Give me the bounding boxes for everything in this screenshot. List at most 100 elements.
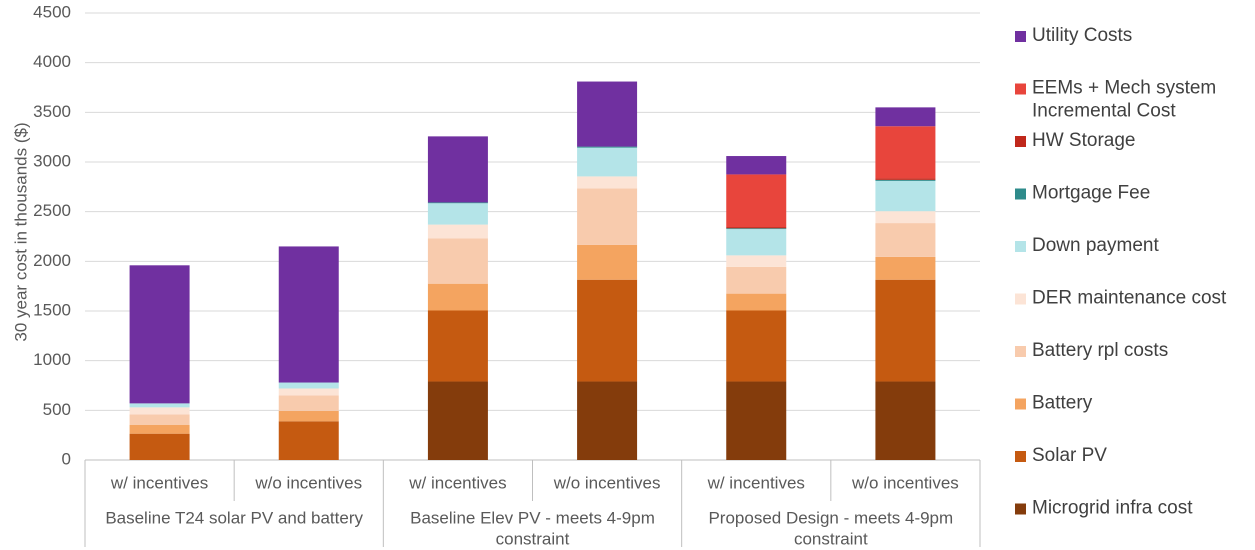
bar-segment bbox=[278, 388, 339, 396]
bar-segment bbox=[577, 381, 638, 460]
bar-segment bbox=[875, 180, 936, 212]
y-tick-label: 2000 bbox=[33, 251, 71, 270]
bar-segment bbox=[577, 176, 638, 189]
bar-segment bbox=[875, 107, 936, 127]
legend-label: Battery rpl costs bbox=[1032, 340, 1168, 361]
legend-swatch bbox=[1015, 188, 1026, 200]
bar-segment bbox=[726, 174, 787, 228]
y-tick-label: 4000 bbox=[33, 52, 71, 71]
bar-segment bbox=[278, 382, 339, 389]
legend-item: Down payment bbox=[1015, 235, 1159, 256]
x-category-label: w/o incentives bbox=[851, 473, 959, 492]
x-category-label: w/o incentives bbox=[254, 473, 362, 492]
legend-item: Solar PV bbox=[1015, 445, 1107, 466]
legend-item: Battery rpl costs bbox=[1015, 340, 1168, 361]
x-category-label: w/ incentives bbox=[707, 473, 805, 492]
legend-swatch bbox=[1015, 346, 1026, 357]
y-tick-label: 0 bbox=[62, 449, 71, 468]
legend-label: DER maintenance cost bbox=[1032, 288, 1227, 309]
legend-swatch bbox=[1015, 293, 1026, 305]
bars bbox=[129, 81, 936, 460]
legend: Utility Costs EEMs + Mech systemIncrement… bbox=[1015, 25, 1227, 519]
y-tick-label: 4500 bbox=[33, 2, 71, 21]
bar-segment bbox=[875, 279, 936, 382]
bar-segment bbox=[427, 136, 488, 203]
legend-label: Down payment bbox=[1032, 235, 1159, 256]
bar-segment bbox=[427, 202, 488, 204]
bar-segment bbox=[427, 224, 488, 239]
x-category-label: w/ incentives bbox=[110, 473, 208, 492]
bar-segment bbox=[875, 179, 936, 181]
legend-label: Microgrid infra cost bbox=[1032, 498, 1193, 519]
bar-segment bbox=[726, 266, 787, 294]
legend-swatch bbox=[1015, 31, 1026, 42]
bar-segment bbox=[577, 279, 638, 382]
bar-segment bbox=[726, 293, 787, 311]
bar-segment bbox=[875, 178, 936, 180]
x-group-label: constraint bbox=[496, 529, 570, 548]
bar-segment bbox=[427, 381, 488, 460]
bar-segment bbox=[726, 255, 787, 267]
bar-segment bbox=[577, 244, 638, 280]
bar-segment bbox=[129, 414, 190, 425]
bar-segment bbox=[875, 381, 936, 460]
legend-swatch bbox=[1015, 241, 1026, 252]
bar-segment bbox=[129, 403, 190, 408]
bar-segment bbox=[875, 256, 936, 280]
x-category-label: w/o incentives bbox=[553, 473, 661, 492]
bar-segment bbox=[875, 223, 936, 257]
legend-swatch bbox=[1015, 503, 1026, 515]
bar-segment bbox=[726, 310, 787, 382]
bar-segment bbox=[129, 407, 190, 415]
bar-segment bbox=[875, 211, 936, 224]
gridlines bbox=[85, 12, 980, 461]
bar-segment bbox=[278, 395, 339, 411]
legend-item: DER maintenance cost bbox=[1015, 288, 1227, 309]
bar-segment bbox=[726, 156, 787, 175]
bar-segment bbox=[278, 421, 339, 460]
bar-segment bbox=[726, 227, 787, 229]
y-tick-label: 1000 bbox=[33, 350, 71, 369]
bar-segment bbox=[129, 424, 190, 434]
bar-segment bbox=[427, 283, 488, 311]
y-axis-label: 30 year cost in thousands ($) bbox=[11, 122, 30, 341]
legend-item: Utility Costs bbox=[1015, 25, 1132, 46]
legend-label: Solar PV bbox=[1032, 445, 1107, 466]
legend-item: Battery bbox=[1015, 393, 1093, 414]
legend-label: Battery bbox=[1032, 393, 1093, 414]
x-group-label: Baseline T24 solar PV and battery bbox=[105, 508, 363, 527]
x-group-label: Baseline Elev PV - meets 4-9pm bbox=[410, 508, 655, 527]
legend-label: Utility Costs bbox=[1032, 25, 1132, 46]
bar-segment bbox=[129, 433, 190, 460]
bar-segment bbox=[427, 238, 488, 284]
legend-label: Incremental Cost bbox=[1032, 101, 1176, 122]
bar-segment bbox=[129, 265, 190, 404]
bar-segment bbox=[278, 246, 339, 383]
bar-segment bbox=[427, 310, 488, 382]
bar-segment bbox=[726, 381, 787, 460]
y-tick-label: 2500 bbox=[33, 201, 71, 220]
y-tick-label: 1500 bbox=[33, 300, 71, 319]
bar-segment bbox=[577, 147, 638, 177]
legend-swatch bbox=[1015, 451, 1026, 462]
legend-swatch bbox=[1015, 136, 1026, 147]
legend-item: Mortgage Fee bbox=[1015, 183, 1150, 204]
legend-label: EEMs + Mech system bbox=[1032, 78, 1216, 99]
bar-segment bbox=[278, 410, 339, 422]
legend-label: HW Storage bbox=[1032, 130, 1135, 151]
x-axis: w/ incentives w/o incentives w/ incentives… bbox=[84, 460, 981, 548]
x-group-label: constraint bbox=[794, 529, 868, 548]
bar-segment bbox=[577, 146, 638, 148]
legend-label: Mortgage Fee bbox=[1032, 183, 1150, 204]
bar-segment bbox=[875, 126, 936, 179]
y-tick-label: 3000 bbox=[33, 151, 71, 170]
x-category-label: w/ incentives bbox=[408, 473, 506, 492]
bar-segment bbox=[577, 188, 638, 245]
legend-swatch bbox=[1015, 398, 1026, 410]
bar-segment bbox=[577, 81, 638, 147]
legend-item: HW Storage bbox=[1015, 130, 1135, 151]
legend-item: Microgrid infra cost bbox=[1015, 498, 1193, 519]
bar-segment bbox=[427, 203, 488, 225]
